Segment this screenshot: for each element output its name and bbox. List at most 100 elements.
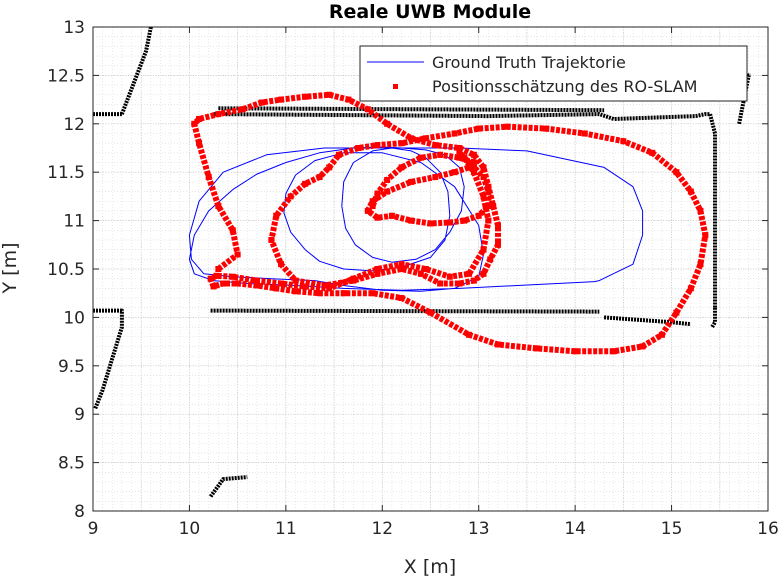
- estimate-point: [480, 246, 487, 253]
- y-tick-label: 10.5: [47, 260, 85, 280]
- estimate-point: [374, 270, 381, 277]
- estimate-point: [234, 280, 241, 287]
- estimate-point: [673, 169, 680, 176]
- y-axis-label: Y [m]: [0, 243, 21, 295]
- estimate-point: [340, 290, 347, 297]
- estimate-point: [427, 220, 434, 227]
- x-tick-label: 14: [564, 519, 586, 539]
- estimate-point: [480, 164, 487, 171]
- y-tick-label: 13: [63, 18, 85, 38]
- estimate-point: [196, 115, 203, 122]
- estimate-point: [422, 135, 429, 142]
- legend-swatch-estimate: [393, 84, 398, 89]
- estimate-point: [487, 256, 494, 263]
- estimate-point: [398, 164, 405, 171]
- map-wall: [120, 26, 153, 115]
- estimate-point: [369, 198, 376, 205]
- estimate-point: [417, 270, 424, 277]
- estimate-point: [258, 99, 265, 106]
- legend-label-estimate: Positionsschätzung des RO-SLAM: [432, 77, 697, 96]
- estimate-point: [495, 222, 501, 229]
- legend: Ground Truth Trajektorie Positionsschätz…: [359, 45, 748, 102]
- y-tick-label: 9.5: [58, 357, 85, 377]
- estimate-point: [326, 285, 333, 292]
- estimate-point: [466, 270, 473, 277]
- estimate-point: [470, 164, 477, 171]
- y-tick-label: 10: [63, 308, 85, 328]
- estimate-point: [461, 217, 468, 224]
- x-tick-label: 16: [757, 519, 779, 539]
- estimate-point: [697, 207, 704, 214]
- y-axis-ticks: 8 8.5 9 9.5 10 10.5 11 11.5 12 12.5 13: [47, 18, 768, 522]
- estimate-point: [543, 125, 550, 132]
- x-tick-label: 9: [88, 519, 99, 539]
- estimate-point: [220, 280, 227, 287]
- estimate-point: [610, 348, 617, 355]
- estimate-point: [215, 266, 222, 272]
- estimate-point: [205, 174, 212, 181]
- y-tick-label: 12: [63, 115, 85, 135]
- estimate-point: [374, 266, 381, 272]
- estimate-point: [273, 285, 280, 292]
- x-axis-ticks: 9 10 11 12 13 14 15 16: [88, 27, 779, 539]
- estimate-point: [466, 331, 473, 338]
- estimate-point: [398, 140, 405, 147]
- chart-title: Reale UWB Module: [329, 1, 531, 23]
- estimate-point: [374, 142, 381, 149]
- estimate-point: [451, 169, 458, 176]
- estimate-point: [470, 277, 477, 284]
- estimate-point: [702, 232, 709, 239]
- estimate-point: [432, 174, 439, 181]
- estimate-point: [456, 149, 463, 156]
- estimate-point: [350, 275, 357, 282]
- estimate-point: [427, 309, 434, 316]
- x-tick-label: 15: [661, 519, 683, 539]
- map-wall: [93, 308, 124, 411]
- series-line-ground-truth: [188, 146, 644, 292]
- estimate-point: [369, 203, 376, 210]
- estimate-point: [485, 217, 492, 224]
- estimate-point: [673, 309, 680, 316]
- estimate-point: [316, 290, 323, 297]
- estimate-point: [456, 280, 463, 287]
- estimate-point: [384, 188, 391, 195]
- estimate-point: [658, 331, 665, 338]
- estimate-point: [213, 272, 220, 279]
- estimate-point: [278, 280, 285, 287]
- plot-area: [92, 26, 769, 512]
- x-tick-label: 11: [275, 519, 297, 539]
- estimate-point: [384, 120, 391, 127]
- estimate-point: [480, 174, 487, 181]
- map-wall: [208, 475, 248, 498]
- estimate-point: [292, 288, 299, 295]
- estimate-point: [408, 217, 415, 224]
- estimate-point: [364, 106, 371, 113]
- series-layer: [188, 91, 709, 355]
- estimate-point: [495, 241, 501, 248]
- y-tick-label: 8: [74, 502, 85, 522]
- estimate-point: [191, 120, 198, 127]
- estimate-point: [697, 261, 704, 268]
- estimate-point: [437, 151, 444, 158]
- map-wall: [710, 307, 717, 329]
- x-tick-label: 10: [179, 519, 201, 539]
- estimate-point: [278, 96, 285, 103]
- estimate-point: [432, 142, 439, 149]
- estimate-point: [292, 277, 299, 284]
- estimate-point: [437, 280, 444, 287]
- y-tick-label: 11.5: [47, 163, 85, 183]
- estimate-point: [504, 123, 511, 130]
- map-wall: [210, 308, 600, 314]
- map-wall: [218, 106, 605, 113]
- estimate-point: [302, 283, 309, 290]
- estimate-point: [620, 138, 627, 145]
- estimate-point: [466, 164, 473, 171]
- estimate-point: [302, 180, 309, 187]
- estimate-point: [287, 193, 294, 200]
- estimate-point: [649, 149, 656, 156]
- map-wall: [708, 113, 717, 308]
- x-tick-label: 13: [468, 519, 490, 539]
- estimate-point: [398, 266, 405, 272]
- estimate-point: [470, 169, 477, 176]
- estimate-point: [639, 343, 646, 350]
